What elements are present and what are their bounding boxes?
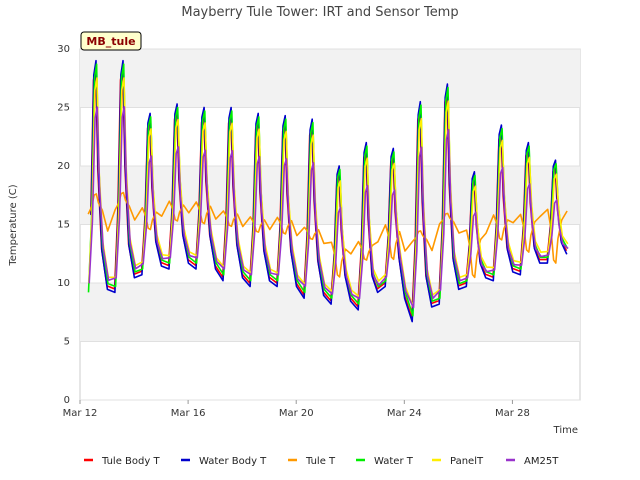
series-line-panelt <box>88 77 569 308</box>
station-badge: MB_tule <box>80 31 142 51</box>
series-line-am25t <box>88 106 569 309</box>
series-lines <box>87 59 569 323</box>
x-tick-label: Mar 12 <box>63 408 98 419</box>
legend-label: Tule T <box>305 456 336 467</box>
x-tick-label: Mar 28 <box>495 408 530 419</box>
y-tick-label: 0 <box>64 395 70 406</box>
x-tick-label: Mar 16 <box>171 408 206 419</box>
y-tick-label: 20 <box>57 161 70 172</box>
y-tick-label: 30 <box>57 44 70 55</box>
chart-title: Mayberry Tule Tower: IRT and Sensor Temp <box>181 5 458 20</box>
y-axis-label: Temperature (C) <box>8 184 19 266</box>
x-tick-label: Mar 24 <box>387 408 422 419</box>
y-tick-label: 15 <box>57 220 70 231</box>
y-tick-label: 25 <box>57 103 70 114</box>
y-axis-ticks: 0 5 10 15 20 25 30 <box>57 44 70 406</box>
series-line-tule-t <box>87 191 568 279</box>
legend-label: Water Body T <box>199 456 267 467</box>
x-axis-label: Time <box>553 425 578 436</box>
plot-band <box>80 49 580 108</box>
x-tick-label: Mar 20 <box>279 408 314 419</box>
x-axis-ticks: Mar 12 Mar 16 Mar 20 Mar 24 Mar 28 <box>63 400 530 419</box>
station-badge-label: MB_tule <box>86 35 135 48</box>
legend-label: Tule Body T <box>101 456 160 467</box>
legend: Tule Body T Water Body T Tule T Water T Pane… <box>84 456 559 467</box>
y-tick-label: 10 <box>57 278 70 289</box>
legend-label: Water T <box>374 456 414 467</box>
legend-label: AM25T <box>524 456 559 467</box>
station-badge-box <box>80 31 142 51</box>
legend-label: PanelT <box>450 456 484 467</box>
y-tick-label: 5 <box>64 337 70 348</box>
series-line-water-t <box>87 63 569 317</box>
gridlines <box>80 48 580 401</box>
